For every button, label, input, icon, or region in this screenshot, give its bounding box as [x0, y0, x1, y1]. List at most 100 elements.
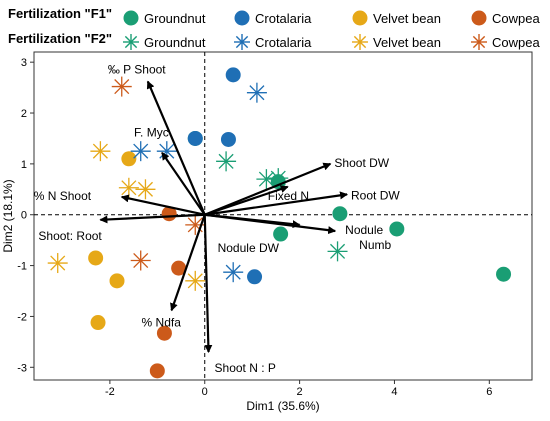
data-point [121, 151, 137, 167]
legend-label: Groundnut [144, 10, 206, 26]
biplot-svg: -2 0 2 4 6 -3 -2 -1 0 1 2 3 Dim1 (35.6%) Dim2 (18.1%)… [1, 51, 533, 413]
data-point [220, 131, 236, 147]
x-tick-label: -2 [105, 386, 115, 398]
data-point [88, 250, 104, 266]
data-point [389, 221, 405, 237]
legend-item-velvet-bean-f1: Velvet bean [351, 9, 441, 27]
loading-label: Fixed N [268, 189, 309, 203]
loading-label: Shoot N : P [215, 361, 276, 375]
loading-arrow-nodule-dw [204, 213, 301, 229]
legend-label: Crotalaria [255, 34, 312, 50]
legend-asterisk-marker [352, 34, 368, 50]
y-tick-label: 3 [21, 57, 27, 69]
data-point [109, 273, 125, 289]
data-point [256, 169, 277, 190]
loading-arrow-ndfa [170, 214, 206, 312]
loading-label: Nodule DW [218, 241, 280, 255]
series-cowpea-f1 [149, 206, 187, 379]
loading-label: ‰ P Shoot [108, 62, 166, 76]
data-point [156, 325, 172, 341]
legend-circle-marker [352, 10, 368, 26]
x-tick-label: 0 [202, 386, 208, 398]
data-point [496, 266, 512, 282]
loading-arrow-f-myc [161, 151, 206, 216]
y-tick-label: -3 [17, 362, 27, 374]
loading-arrow-fixed-n [204, 185, 289, 216]
legend-label: Groundnut [144, 34, 206, 50]
x-tick-label: 2 [297, 386, 303, 398]
loading-label: Shoot: Root [38, 229, 102, 243]
data-point [247, 269, 263, 285]
data-point [135, 179, 156, 200]
data-point [225, 67, 241, 83]
data-point [90, 315, 106, 331]
data-point [273, 226, 289, 242]
legend-item-crotalaria-f2: Crotalaria [233, 33, 311, 51]
x-axis-label: Dim1 (35.6%) [246, 399, 319, 413]
data-point [187, 130, 203, 146]
loading-arrow-n-shoot [120, 194, 205, 216]
legend-asterisk-marker [471, 34, 487, 50]
x-tick-label: 6 [486, 386, 492, 398]
data-point [149, 363, 165, 379]
legend-circle-marker [234, 10, 250, 26]
legend-circle-marker [123, 10, 139, 26]
legend-item-groundnut-f1: Groundnut [122, 9, 205, 27]
series-velvet-bean-f1 [88, 151, 137, 331]
loading-arrow-shoot-root [99, 213, 205, 224]
data-point [332, 206, 348, 222]
data-point [185, 270, 206, 291]
loading-label: Shoot DW [334, 156, 389, 170]
loading-label: Root DW [351, 188, 400, 202]
legend-asterisk-marker [234, 34, 250, 50]
legend-circle-marker [471, 10, 487, 26]
series-groundnut-f2 [216, 151, 348, 262]
legend-label: Crotalaria [255, 10, 312, 26]
y-tick-label: 2 [21, 108, 27, 120]
legend-row-label-f2: Fertilization "F2" [8, 31, 113, 46]
x-tick-label: 4 [391, 386, 397, 398]
y-tick-label: -2 [17, 311, 27, 323]
legend-item-cowpea-f1: Cowpea [470, 9, 540, 27]
loading-label: F. Myc [134, 126, 169, 140]
data-point [246, 82, 267, 103]
data-point [216, 151, 237, 172]
series-velvet-bean-f2 [47, 141, 206, 291]
legend-label: Velvet bean [373, 34, 441, 50]
legend-label: Cowpea [492, 34, 540, 50]
data-point [90, 141, 111, 162]
legend-row-label-f1: Fertilization "F1" [8, 6, 113, 21]
data-point [118, 177, 139, 198]
legend-item-cowpea-f2: Cowpea [470, 33, 540, 51]
y-tick-label: 1 [21, 159, 27, 171]
legend-label: Velvet bean [373, 10, 441, 26]
data-point [171, 260, 187, 276]
series-groundnut-f1 [187, 130, 512, 282]
legend-item-groundnut-f2: Groundnut [122, 33, 205, 51]
pca-biplot: -2 0 2 4 6 -3 -2 -1 0 1 2 3 Dim1 (35.6%) Dim2 (18.1%)… [0, 50, 550, 416]
plot-frame [33, 51, 533, 381]
loading-label: % N Shoot [34, 189, 92, 203]
legend: Fertilization "F1" Fertilization "F2" Gr… [0, 0, 550, 50]
loading-arrow-p-shoot [146, 80, 206, 216]
data-point [111, 76, 132, 97]
loading-arrow-root-dw [204, 191, 349, 216]
data-point [223, 262, 244, 283]
y-tick-label: 0 [21, 210, 27, 222]
series-crotalaria-f2 [130, 82, 267, 283]
loading-arrow-shoot-dw [204, 162, 332, 216]
y-tick-label: -1 [17, 261, 27, 273]
legend-asterisk-marker [123, 34, 139, 50]
data-point [327, 241, 348, 262]
loading-arrow-shoot-n-p [203, 214, 213, 354]
legend-item-velvet-bean-f2: Velvet bean [351, 33, 441, 51]
loading-label: Nodule [345, 223, 383, 237]
data-point [130, 250, 151, 271]
data-point [130, 141, 151, 162]
series-crotalaria-f1 [187, 67, 263, 285]
legend-label: Cowpea [492, 10, 540, 26]
loading-label: % Ndfa [142, 315, 182, 329]
legend-item-crotalaria-f1: Crotalaria [233, 9, 311, 27]
loading-label: Numb [359, 238, 391, 252]
data-point [47, 253, 68, 274]
